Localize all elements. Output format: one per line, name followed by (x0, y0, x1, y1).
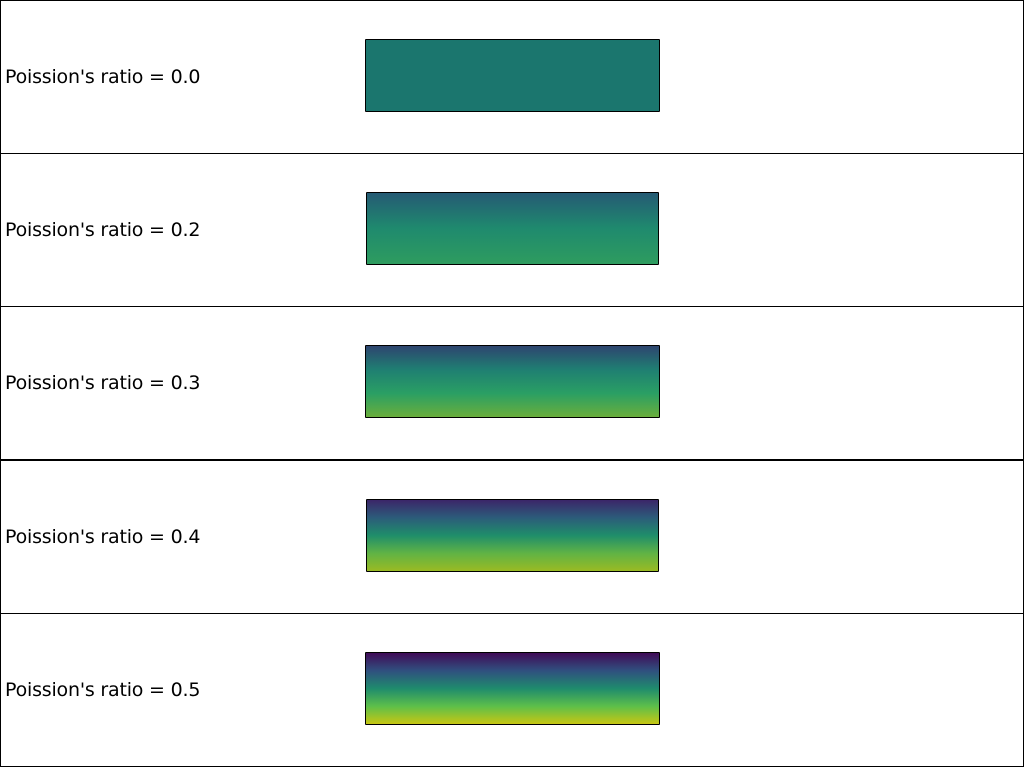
beam-mesh (366, 192, 659, 265)
subplot-panel: Poission's ratio = 0.3 (0, 306, 1024, 460)
beam-mesh (365, 652, 660, 725)
panel-label: Poission's ratio = 0.0 (5, 66, 201, 88)
subplot-panel: Poission's ratio = 0.4 (0, 460, 1024, 614)
beam-mesh (366, 499, 659, 572)
beam-mesh (365, 345, 660, 418)
panel-label: Poission's ratio = 0.5 (5, 679, 201, 701)
beam-mesh (365, 39, 660, 112)
subplot-panel: Poission's ratio = 0.0 (0, 0, 1024, 154)
panel-label: Poission's ratio = 0.4 (5, 526, 201, 548)
subplot-panel: Poission's ratio = 0.5 (0, 613, 1024, 767)
subplot-panel: Poission's ratio = 0.2 (0, 153, 1024, 307)
panel-label: Poission's ratio = 0.3 (5, 372, 201, 394)
panel-label: Poission's ratio = 0.2 (5, 219, 201, 241)
